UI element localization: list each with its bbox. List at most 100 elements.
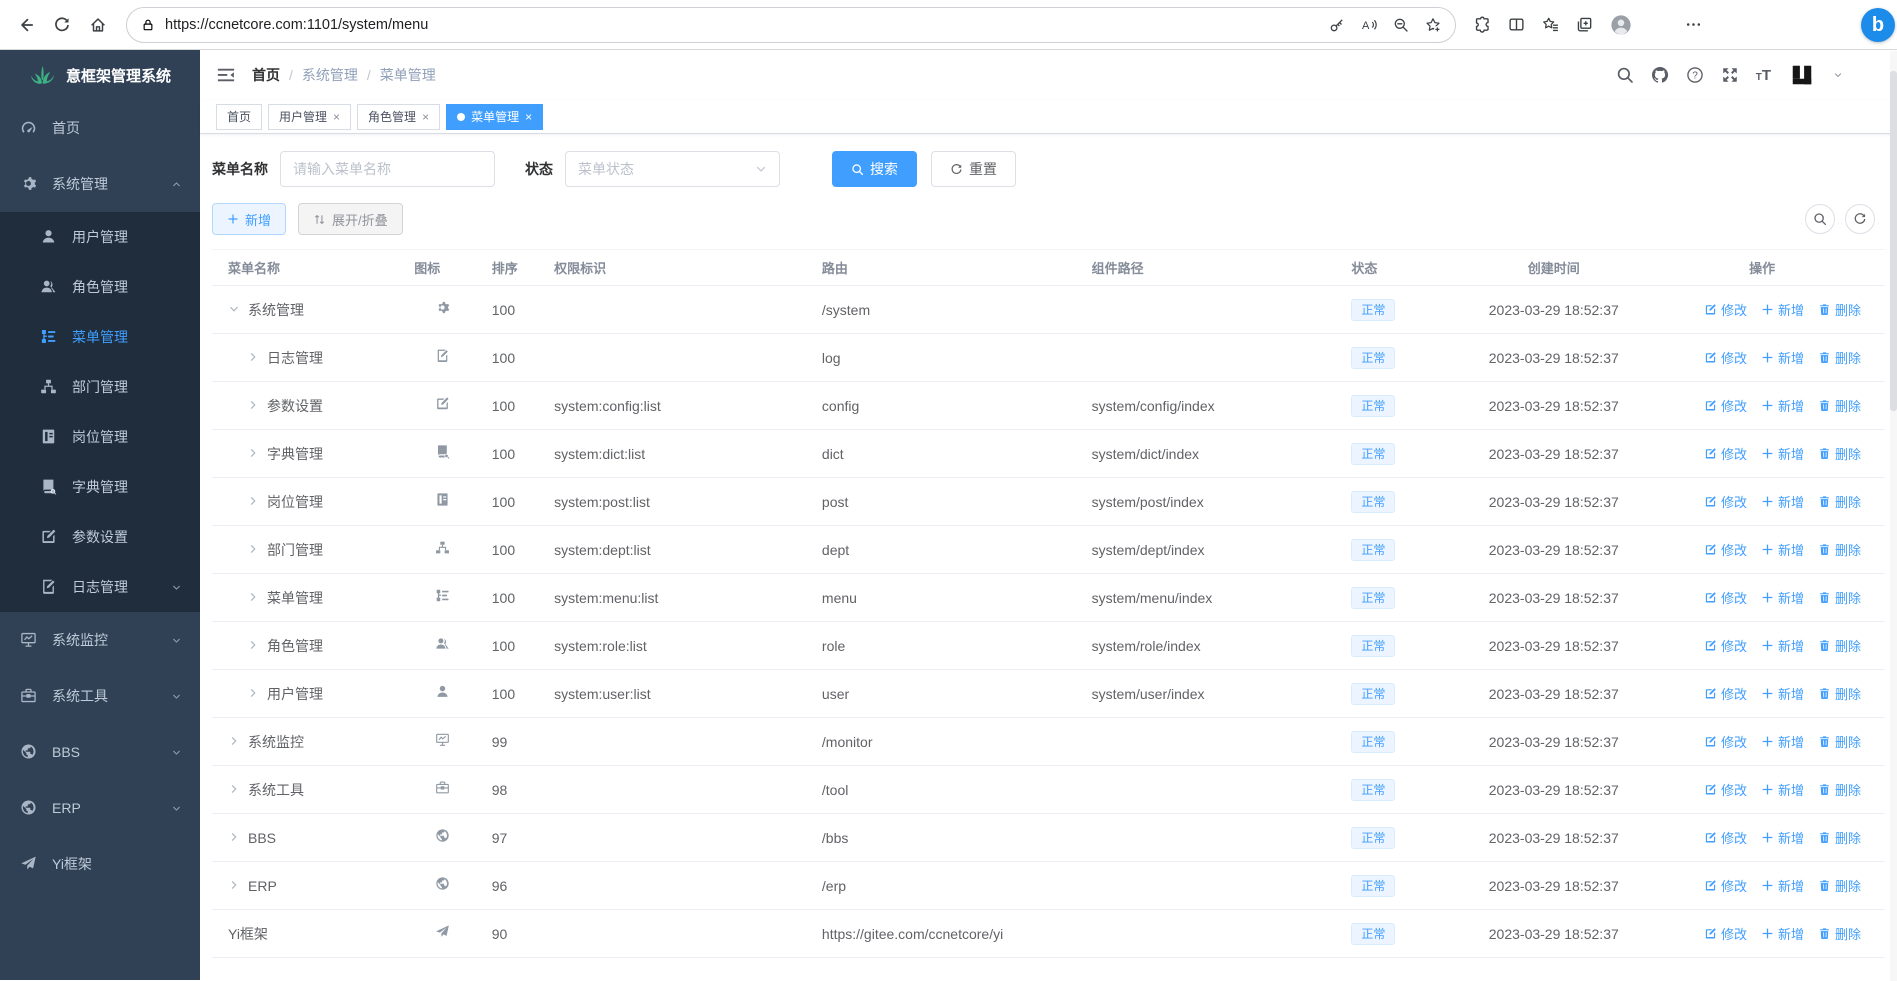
search-button[interactable]: 搜索 bbox=[832, 151, 917, 187]
lock-icon[interactable] bbox=[141, 18, 155, 32]
edit-row-link[interactable]: 修改 bbox=[1704, 780, 1747, 799]
sidebar-item-日志管理[interactable]: 日志管理 bbox=[0, 562, 200, 612]
tree-expand-icon[interactable] bbox=[247, 591, 260, 604]
show-search-button[interactable] bbox=[1805, 204, 1835, 234]
expand-collapse-button[interactable]: 展开/折叠 bbox=[298, 203, 403, 235]
add-row-link[interactable]: 新增 bbox=[1761, 828, 1804, 847]
add-row-link[interactable]: 新增 bbox=[1761, 444, 1804, 463]
edit-row-link[interactable]: 修改 bbox=[1704, 396, 1747, 415]
edit-row-link[interactable]: 修改 bbox=[1704, 732, 1747, 751]
sidebar-item-字典管理[interactable]: 字典管理 bbox=[0, 462, 200, 512]
text-size-icon[interactable]: TT bbox=[1755, 66, 1771, 84]
tab-菜单管理[interactable]: 菜单管理 × bbox=[446, 103, 544, 130]
search-icon[interactable] bbox=[1616, 66, 1634, 84]
edit-row-link[interactable]: 修改 bbox=[1704, 876, 1747, 895]
chevron-down-icon[interactable] bbox=[1833, 70, 1843, 80]
add-row-link[interactable]: 新增 bbox=[1761, 540, 1804, 559]
user-avatar[interactable] bbox=[1788, 61, 1816, 89]
sidebar-item-系统管理[interactable]: 系统管理 bbox=[0, 156, 200, 212]
sidebar-item-首页[interactable]: 首页 bbox=[0, 100, 200, 156]
home-icon[interactable] bbox=[80, 7, 116, 43]
delete-row-link[interactable]: 删除 bbox=[1818, 588, 1861, 607]
delete-row-link[interactable]: 删除 bbox=[1818, 348, 1861, 367]
sidebar-item-用户管理[interactable]: 用户管理 bbox=[0, 212, 200, 262]
read-aloud-icon[interactable]: A bbox=[1361, 17, 1377, 33]
tree-expand-icon[interactable] bbox=[228, 783, 241, 796]
page-scrollbar[interactable] bbox=[1890, 51, 1897, 981]
edit-row-link[interactable]: 修改 bbox=[1704, 300, 1747, 319]
home-icon[interactable] bbox=[89, 16, 107, 34]
tab-用户管理[interactable]: 用户管理 × bbox=[268, 103, 352, 130]
add-row-link[interactable]: 新增 bbox=[1761, 924, 1804, 943]
extensions-puzzle-icon[interactable] bbox=[1474, 16, 1491, 33]
edit-row-link[interactable]: 修改 bbox=[1704, 444, 1747, 463]
tree-expand-icon[interactable] bbox=[247, 639, 260, 652]
delete-row-link[interactable]: 删除 bbox=[1818, 924, 1861, 943]
delete-row-link[interactable]: 删除 bbox=[1818, 780, 1861, 799]
more-dots-icon[interactable] bbox=[1685, 16, 1702, 33]
add-row-link[interactable]: 新增 bbox=[1761, 780, 1804, 799]
delete-row-link[interactable]: 删除 bbox=[1818, 732, 1861, 751]
edit-row-link[interactable]: 修改 bbox=[1704, 684, 1747, 703]
back-icon[interactable] bbox=[17, 16, 35, 34]
delete-row-link[interactable]: 删除 bbox=[1818, 636, 1861, 655]
tab-角色管理[interactable]: 角色管理 × bbox=[357, 103, 441, 130]
sidebar-item-系统工具[interactable]: 系统工具 bbox=[0, 668, 200, 724]
zoom-out-icon[interactable] bbox=[1393, 17, 1409, 33]
delete-row-link[interactable]: 删除 bbox=[1818, 492, 1861, 511]
refresh-icon[interactable] bbox=[44, 7, 80, 43]
tree-expand-icon[interactable] bbox=[247, 543, 260, 556]
delete-row-link[interactable]: 删除 bbox=[1818, 684, 1861, 703]
tree-expand-icon[interactable] bbox=[228, 735, 241, 748]
tree-expand-icon[interactable] bbox=[247, 399, 260, 412]
split-screen-icon[interactable] bbox=[1508, 16, 1525, 33]
url-text[interactable]: https://ccnetcore.com:1101/system/menu bbox=[165, 16, 429, 33]
add-row-link[interactable]: 新增 bbox=[1761, 396, 1804, 415]
bing-discover-icon[interactable]: b bbox=[1861, 8, 1895, 42]
menu-name-input[interactable] bbox=[280, 151, 495, 187]
edit-row-link[interactable]: 修改 bbox=[1704, 636, 1747, 655]
sidebar-item-系统监控[interactable]: 系统监控 bbox=[0, 612, 200, 668]
tree-expand-icon[interactable] bbox=[228, 879, 241, 892]
sidebar-item-菜单管理[interactable]: 菜单管理 bbox=[0, 312, 200, 362]
profile-avatar[interactable] bbox=[1610, 14, 1632, 36]
sidebar-item-岗位管理[interactable]: 岗位管理 bbox=[0, 412, 200, 462]
edit-row-link[interactable]: 修改 bbox=[1704, 540, 1747, 559]
delete-row-link[interactable]: 删除 bbox=[1818, 828, 1861, 847]
tab-首页[interactable]: 首页 bbox=[216, 103, 263, 130]
sidebar-fold-icon[interactable] bbox=[216, 65, 236, 85]
collections-icon[interactable] bbox=[1576, 16, 1593, 33]
sidebar-item-部门管理[interactable]: 部门管理 bbox=[0, 362, 200, 412]
reset-button[interactable]: 重置 bbox=[931, 151, 1016, 187]
favorites-icon[interactable] bbox=[1542, 16, 1559, 33]
add-row-link[interactable]: 新增 bbox=[1761, 588, 1804, 607]
delete-row-link[interactable]: 删除 bbox=[1818, 396, 1861, 415]
edit-row-link[interactable]: 修改 bbox=[1704, 828, 1747, 847]
tree-expand-icon[interactable] bbox=[228, 831, 241, 844]
delete-row-link[interactable]: 删除 bbox=[1818, 300, 1861, 319]
refresh-icon[interactable] bbox=[53, 16, 71, 34]
key-icon[interactable] bbox=[1329, 17, 1345, 33]
sidebar-item-角色管理[interactable]: 角色管理 bbox=[0, 262, 200, 312]
tree-expand-icon[interactable] bbox=[247, 447, 260, 460]
tab-close-icon[interactable]: × bbox=[422, 109, 430, 124]
tree-expand-icon[interactable] bbox=[247, 687, 260, 700]
add-row-link[interactable]: 新增 bbox=[1761, 684, 1804, 703]
add-row-link[interactable]: 新增 bbox=[1761, 492, 1804, 511]
edit-row-link[interactable]: 修改 bbox=[1704, 492, 1747, 511]
tree-expand-icon[interactable] bbox=[247, 495, 260, 508]
tree-expand-icon[interactable] bbox=[247, 351, 260, 364]
breadcrumb-item[interactable]: 系统管理 bbox=[301, 67, 358, 83]
fullscreen-icon[interactable] bbox=[1721, 66, 1739, 84]
edit-row-link[interactable]: 修改 bbox=[1704, 348, 1747, 367]
delete-row-link[interactable]: 删除 bbox=[1818, 540, 1861, 559]
delete-row-link[interactable]: 删除 bbox=[1818, 444, 1861, 463]
github-icon[interactable] bbox=[1651, 66, 1669, 84]
breadcrumb-item[interactable]: 首页 bbox=[252, 67, 280, 83]
sidebar-item-BBS[interactable]: BBS bbox=[0, 724, 200, 780]
add-row-link[interactable]: 新增 bbox=[1761, 636, 1804, 655]
refresh-table-button[interactable] bbox=[1845, 204, 1875, 234]
add-row-link[interactable]: 新增 bbox=[1761, 348, 1804, 367]
back-icon[interactable] bbox=[8, 7, 44, 43]
sidebar-item-参数设置[interactable]: 参数设置 bbox=[0, 512, 200, 562]
